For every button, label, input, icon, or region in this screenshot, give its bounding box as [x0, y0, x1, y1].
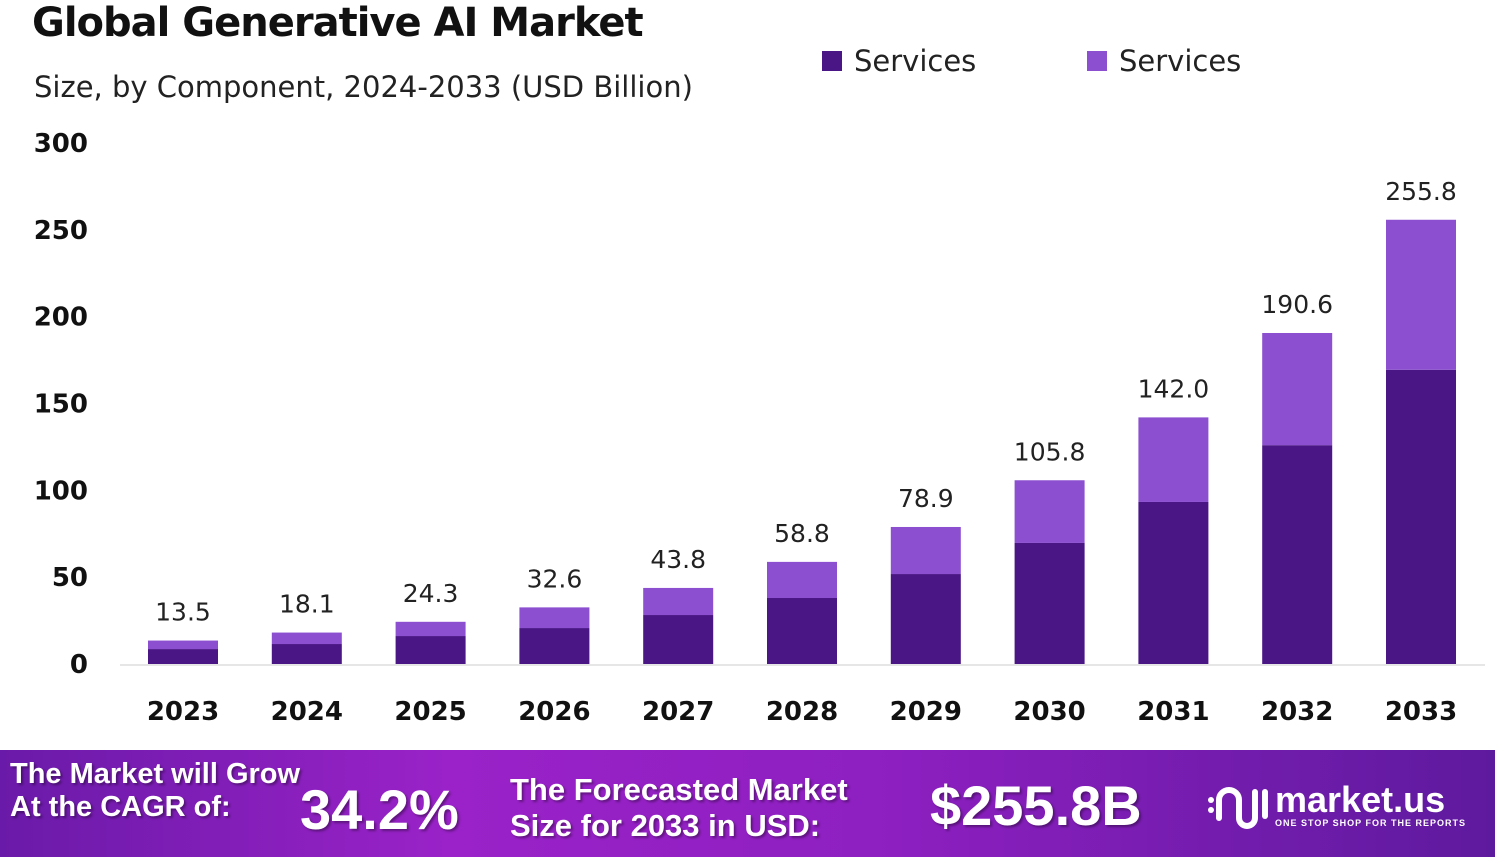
bar-segment-series-1: [148, 640, 218, 650]
y-tick-label: 0: [70, 650, 88, 680]
cagr-label-line1: The Market will Grow: [10, 758, 301, 790]
bar-segment-series-1: [890, 526, 961, 575]
forecast-value: $255.8B: [930, 774, 1142, 837]
x-tick-label: 2026: [518, 697, 590, 727]
market-us-logo: market.us ONE STOP SHOP FOR THE REPORTS: [1205, 780, 1466, 830]
logo-name: market.us: [1275, 779, 1446, 820]
bar-segment-series-1: [643, 587, 714, 616]
bar-segment-series-0: [271, 644, 342, 664]
legend-label: Services: [854, 44, 977, 78]
bar-total-label: 190.6: [1261, 290, 1333, 319]
bar-segment-series-1: [767, 561, 837, 599]
chart-title: Global Generative AI Market: [32, 0, 644, 46]
x-tick-label: 2032: [1261, 697, 1333, 727]
bar-total-label: 142.0: [1138, 374, 1210, 403]
bar-total-label: 255.8: [1385, 177, 1457, 206]
y-tick-label: 50: [52, 563, 88, 593]
bar-segment-series-0: [643, 615, 714, 664]
x-tick-label: 2029: [890, 697, 962, 727]
bar-total-label: 58.8: [774, 519, 830, 548]
bar-total-label: 105.8: [1014, 437, 1086, 466]
bar-segment-series-1: [1386, 219, 1456, 370]
forecast-label: The Forecasted Market Size for 2033 in U…: [510, 772, 848, 843]
bar-segment-series-1: [1262, 332, 1333, 446]
x-tick-label: 2024: [271, 697, 343, 727]
bar-segment-series-1: [395, 621, 466, 637]
bar-segment-series-0: [1262, 445, 1333, 664]
logo-mark-icon: [1208, 787, 1268, 829]
y-tick-label: 150: [34, 390, 88, 420]
x-tick-label: 2028: [766, 697, 838, 727]
bar-total-label: 43.8: [650, 545, 706, 574]
forecast-label-line2: Size for 2033 in USD:: [510, 807, 821, 843]
y-tick-label: 200: [34, 303, 88, 333]
y-tick-label: 100: [34, 476, 88, 506]
bar-total-label: 78.9: [898, 484, 954, 513]
legend-item-1: Services: [1087, 44, 1241, 78]
bar-segment-series-0: [148, 649, 218, 664]
summary-banner: The Market will Grow At the CAGR of: 34.…: [0, 750, 1495, 857]
bar-total-label: 24.3: [403, 579, 459, 608]
bar-segment-series-0: [1138, 501, 1209, 664]
x-tick-label: 2031: [1137, 697, 1209, 727]
legend-label: Services: [1119, 44, 1242, 78]
cagr-label-line2: At the CAGR of:: [10, 791, 231, 824]
x-tick-label: 2030: [1013, 697, 1085, 727]
bar-segment-series-0: [395, 636, 466, 664]
y-tick-label: 300: [34, 129, 88, 159]
bar-segment-series-0: [767, 598, 837, 664]
bar-segment-series-0: [890, 574, 961, 664]
forecast-label-line1: The Forecasted Market: [510, 772, 848, 807]
bar-total-label: 32.6: [527, 564, 583, 593]
x-tick-label: 2027: [642, 697, 714, 727]
bar-total-label: 18.1: [279, 590, 335, 619]
legend-swatch: [1087, 51, 1107, 71]
bar-total-label: 13.5: [155, 598, 211, 627]
legend-item-0: Services: [822, 44, 976, 78]
legend-swatch: [822, 51, 842, 71]
x-tick-label: 2033: [1385, 697, 1457, 727]
bar-segment-series-1: [1014, 480, 1085, 543]
bar-segment-series-1: [519, 607, 590, 629]
bar-segment-series-1: [271, 632, 342, 645]
cagr-label: The Market will Grow At the CAGR of:: [10, 758, 300, 825]
logo-tagline: ONE STOP SHOP FOR THE REPORTS: [1275, 818, 1467, 828]
chart-subtitle: Size, by Component, 2024-2033 (USD Billi…: [34, 70, 693, 104]
bar-chart: 0 50 100 150 200 250 300 13.5 2023 18.1 2024 24.3 20…: [34, 129, 1485, 727]
bar-segment-series-0: [519, 628, 590, 664]
bar-segment-series-0: [1014, 542, 1085, 664]
bar-segment-series-1: [1138, 417, 1209, 502]
x-tick-label: 2025: [394, 697, 466, 727]
bar-segment-series-0: [1386, 369, 1456, 664]
x-tick-label: 2023: [147, 697, 219, 727]
y-tick-label: 250: [34, 216, 88, 246]
cagr-value: 34.2%: [300, 778, 459, 841]
